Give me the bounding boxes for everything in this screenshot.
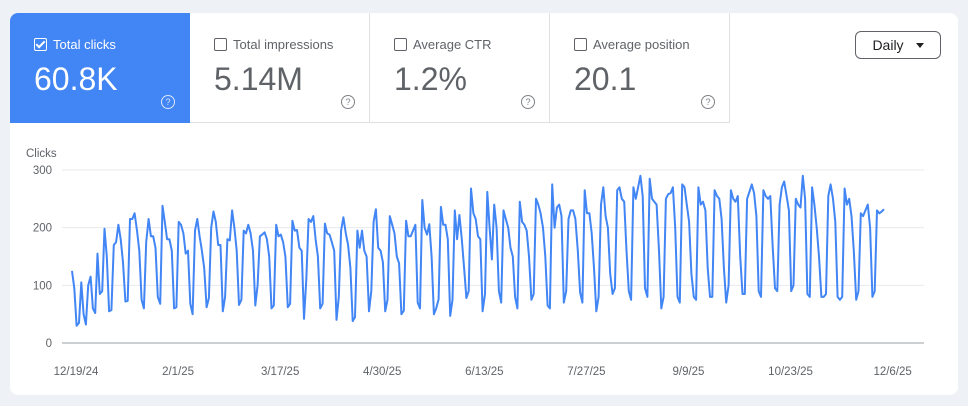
y-tick-label: 100: [33, 280, 52, 292]
x-tick-label: 4/30/25: [363, 366, 401, 378]
checkbox-icon[interactable]: [214, 38, 227, 51]
granularity-dropdown[interactable]: Daily: [855, 31, 941, 59]
x-tick-label: 3/17/25: [261, 366, 299, 378]
metric-label: Average position: [593, 37, 690, 52]
x-tick-label: 12/6/25: [873, 366, 911, 378]
x-tick-label: 2/1/25: [162, 366, 194, 378]
y-tick-label: 200: [33, 223, 52, 235]
help-icon[interactable]: ?: [161, 95, 175, 109]
x-tick-label: 10/23/25: [768, 366, 813, 378]
y-tick-label: 0: [46, 338, 52, 350]
help-icon[interactable]: ?: [521, 95, 535, 109]
caret-down-icon: [915, 42, 924, 48]
metric-tile-total-impressions[interactable]: Total impressions 5.14M ?: [190, 13, 370, 123]
metric-label: Total clicks: [53, 37, 116, 52]
granularity-value: Daily: [872, 37, 904, 53]
checkbox-checked-icon[interactable]: [34, 38, 47, 51]
checkbox-icon[interactable]: [394, 38, 407, 51]
performance-card: Total clicks 60.8K ? Total impressions 5…: [10, 13, 958, 395]
metric-tile-total-clicks[interactable]: Total clicks 60.8K ?: [10, 13, 190, 123]
metric-tile-average-ctr[interactable]: Average CTR 1.2% ?: [370, 13, 550, 123]
x-tick-label: 6/13/25: [465, 366, 503, 378]
x-tick-label: 12/19/24: [54, 366, 99, 378]
y-axis-title: Clicks: [26, 148, 57, 160]
x-tick-label: 9/9/25: [672, 366, 704, 378]
help-icon[interactable]: ?: [701, 95, 715, 109]
metric-value: 1.2%: [394, 61, 467, 97]
metric-tile-average-position[interactable]: Average position 20.1 ?: [550, 13, 730, 123]
metric-value: 20.1: [574, 61, 637, 97]
x-tick-label: 7/27/25: [567, 366, 605, 378]
metric-value: 60.8K: [34, 61, 118, 97]
metric-value: 5.14M: [214, 61, 303, 97]
help-icon[interactable]: ?: [341, 95, 355, 109]
metric-label: Total impressions: [233, 37, 334, 52]
y-tick-label: 300: [33, 165, 52, 177]
checkbox-icon[interactable]: [574, 38, 587, 51]
metric-tiles: Total clicks 60.8K ? Total impressions 5…: [10, 13, 730, 123]
metric-label: Average CTR: [413, 37, 492, 52]
clicks-series-line: [71, 174, 885, 327]
clicks-chart: Clicks 0 100 200 300 12/19/24 2/1/25 3/17/25 4/3…: [26, 148, 924, 378]
